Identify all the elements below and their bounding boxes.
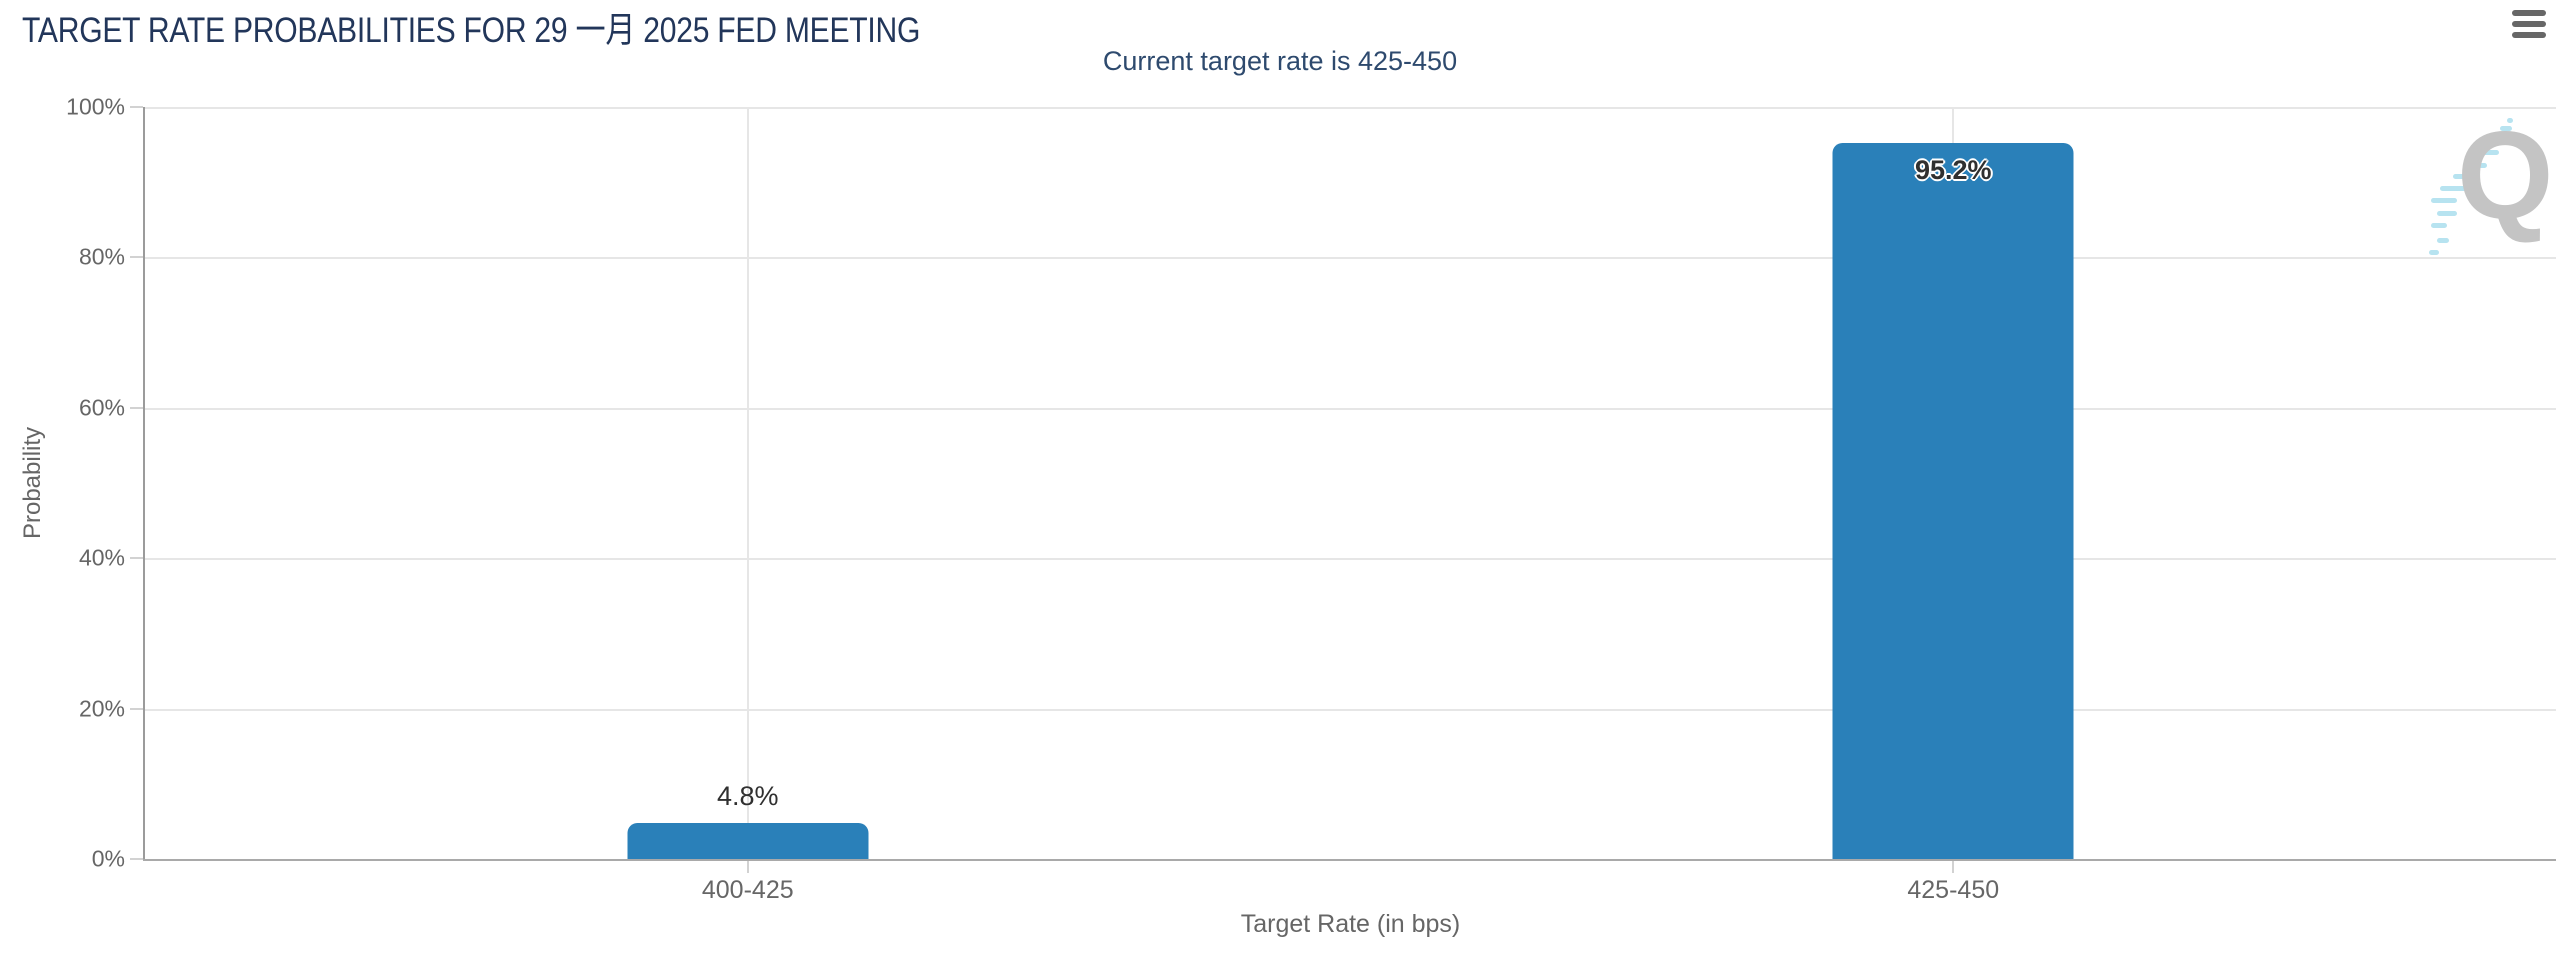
y-tick-label: 100% <box>66 93 125 120</box>
chart-subtitle: Current target rate is 425-450 <box>1102 46 1458 76</box>
hamburger-menu-icon[interactable] <box>2512 10 2546 38</box>
bar-slot: 95.2% <box>1832 107 2074 859</box>
y-tick <box>130 106 143 108</box>
y-tick-label: 80% <box>78 243 125 270</box>
probability-bar-425-450[interactable]: 95.2% <box>1832 143 2074 859</box>
gridline <box>145 257 2556 260</box>
y-tick <box>130 406 143 409</box>
gridline <box>746 107 749 859</box>
gridline <box>145 107 2556 109</box>
y-axis-title: Probability <box>19 426 46 540</box>
x-axis-line <box>143 859 2556 861</box>
quikstrike-q-logo-icon: Q <box>2407 107 2553 272</box>
bar-value-label: 4.8% <box>716 780 779 811</box>
y-tick-label: 20% <box>78 695 125 722</box>
x-axis-title: Target Rate (in bps) <box>1240 910 1461 938</box>
y-tick <box>130 707 143 710</box>
y-tick-label: 60% <box>78 394 125 421</box>
bar-slot: 4.8% <box>627 107 869 859</box>
x-category-label: 400-425 <box>701 876 794 904</box>
probability-bar-400-425[interactable]: 4.8% <box>627 781 869 859</box>
y-tick <box>130 858 143 860</box>
bar-value-label: 95.2% <box>1914 155 1992 186</box>
y-tick <box>130 557 143 560</box>
hamburger-bar <box>2512 21 2546 27</box>
y-tick-label: 40% <box>78 544 125 571</box>
y-tick-label: 0% <box>91 845 125 872</box>
hamburger-bar <box>2512 10 2546 16</box>
x-tick <box>1952 861 1955 873</box>
gridline <box>145 407 2556 410</box>
watermark-letter: Q <box>2457 107 2554 245</box>
x-tick <box>746 861 749 873</box>
page-title: TARGET RATE PROBABILITIES FOR 29 一月 2025… <box>22 11 921 50</box>
plot-area: 100% 80% 60% 40% 20% 0% 400-425 425-450 … <box>66 94 2556 904</box>
gridline <box>145 708 2556 711</box>
x-category-label: 425-450 <box>1907 876 2000 904</box>
y-axis-line <box>143 107 145 859</box>
hamburger-bar <box>2512 32 2546 38</box>
y-tick <box>130 256 143 259</box>
gridline <box>145 558 2556 561</box>
